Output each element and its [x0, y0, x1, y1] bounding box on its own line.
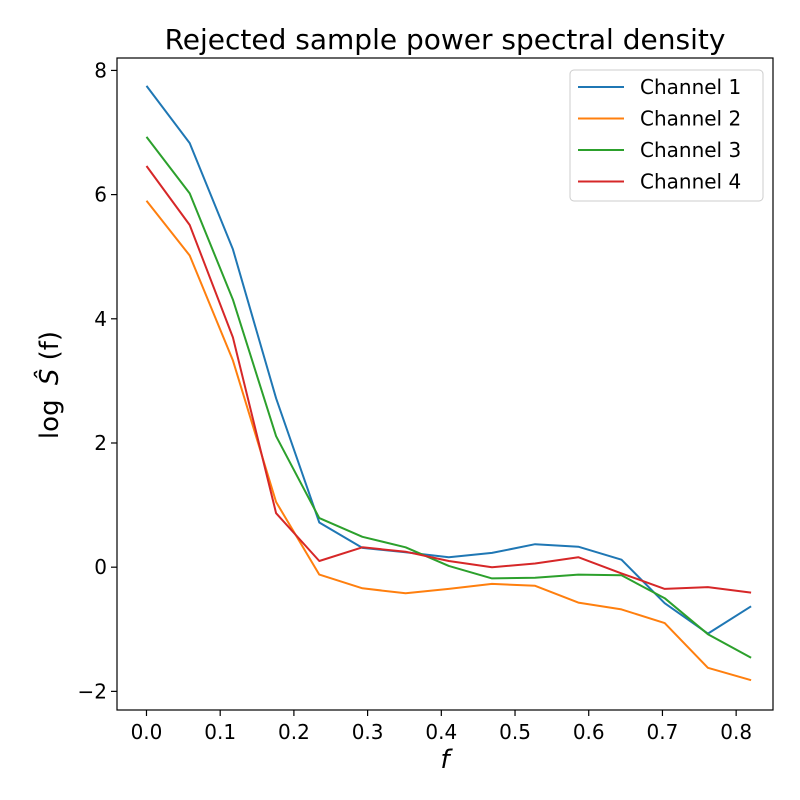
- x-tick-label: 0.3: [352, 720, 384, 744]
- x-tick-label: 0.7: [647, 720, 679, 744]
- legend-label-channel-4: Channel 4: [640, 170, 741, 194]
- chart-title: Rejected sample power spectral density: [165, 23, 726, 56]
- x-tick-label: 0.8: [720, 720, 752, 744]
- y-axis-label-symbol: Ŝ: [33, 369, 65, 386]
- x-axis-label: f: [440, 745, 453, 775]
- legend-label-channel-1: Channel 1: [640, 75, 741, 99]
- y-tick-label: −2: [78, 679, 107, 703]
- series-line-channel-4: [145, 165, 752, 594]
- y-axis-label-log: log: [35, 399, 65, 439]
- x-tick-label: 0.2: [278, 720, 310, 744]
- x-tick-label: 0.4: [425, 720, 457, 744]
- y-axis-label-argument: (f): [35, 331, 65, 360]
- series-line-channel-2: [145, 200, 752, 682]
- plot-area-frame: [116, 57, 774, 711]
- series-layer: [145, 85, 752, 682]
- series-line-channel-1: [145, 85, 752, 635]
- y-axis-label: log Ŝ (f): [33, 331, 65, 439]
- series-line-channel-3: [145, 136, 752, 659]
- x-axis-ticks: 0.0 0.1 0.2 0.3 0.4 0.5 0.6 0.7 0.8: [131, 710, 752, 744]
- x-tick-label: 0.1: [204, 720, 236, 744]
- legend-entries: Channel 1 Channel 2 Channel 3 Channel 4: [578, 75, 741, 194]
- y-tick-label: 4: [94, 307, 107, 331]
- legend-box: [569, 69, 764, 202]
- y-tick-label: 2: [94, 431, 107, 455]
- x-tick-label: 0.0: [131, 720, 163, 744]
- legend-label-channel-3: Channel 3: [640, 138, 741, 162]
- y-tick-label: 6: [94, 183, 107, 207]
- x-tick-label: 0.6: [573, 720, 605, 744]
- legend: Channel 1 Channel 2 Channel 3 Channel 4: [569, 69, 764, 202]
- x-tick-label: 0.5: [499, 720, 531, 744]
- y-tick-label: 8: [94, 58, 107, 82]
- y-axis-ticks: −2 0 2 4 6 8: [78, 58, 117, 703]
- y-tick-label: 0: [94, 555, 107, 579]
- legend-label-channel-2: Channel 2: [640, 107, 741, 131]
